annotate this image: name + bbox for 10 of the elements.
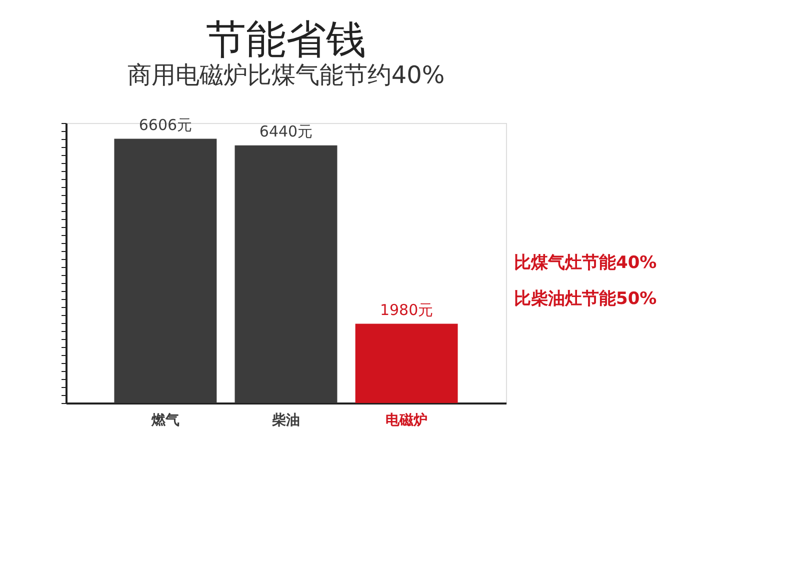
text: 比柴油灶节能50% [514, 289, 657, 309]
data-label: 6440元 [259, 122, 313, 140]
text: 比煤气灶节能40% [514, 253, 657, 273]
chart-subtitle: 商用电磁炉比煤气能节约40% [127, 60, 445, 89]
chart-title: 节能省钱 [206, 16, 366, 63]
x-tick-label: 柴油 [271, 412, 300, 428]
x-tick-label: 燃气 [150, 412, 180, 428]
x-tick-label: 电磁炉 [386, 412, 428, 428]
data-label: 6606元 [138, 116, 192, 134]
data-label: 1980元 [380, 300, 434, 319]
